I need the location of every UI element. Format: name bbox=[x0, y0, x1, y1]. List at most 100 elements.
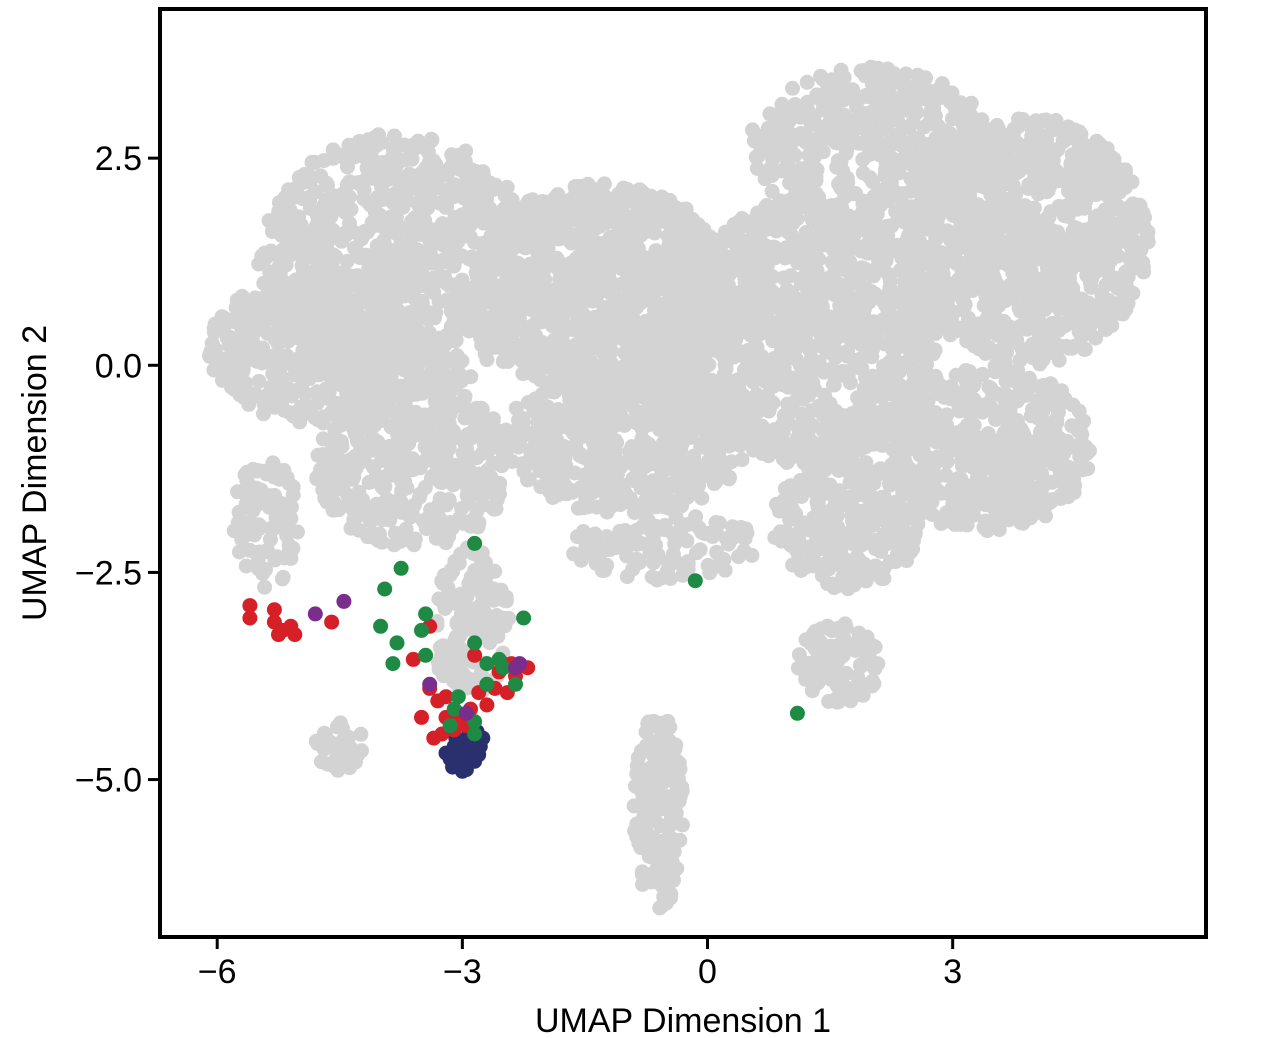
background-point bbox=[382, 512, 398, 528]
background-point bbox=[319, 191, 335, 207]
background-point bbox=[604, 275, 620, 291]
background-point bbox=[413, 173, 429, 188]
background-point bbox=[437, 522, 452, 538]
background-point bbox=[816, 331, 832, 346]
background-point bbox=[770, 209, 785, 225]
background-point bbox=[207, 341, 223, 357]
background-point bbox=[629, 407, 645, 423]
background-point bbox=[473, 403, 489, 419]
background-point bbox=[856, 306, 872, 322]
background-point bbox=[485, 411, 501, 427]
background-point bbox=[423, 133, 439, 149]
background-point bbox=[250, 463, 266, 478]
background-point bbox=[272, 378, 288, 394]
background-point bbox=[255, 348, 271, 364]
background-point bbox=[406, 360, 422, 376]
background-point bbox=[573, 257, 588, 273]
background-point bbox=[425, 172, 440, 188]
background-point bbox=[327, 422, 343, 438]
background-point bbox=[766, 351, 782, 366]
background-point bbox=[302, 357, 318, 373]
background-point bbox=[542, 479, 558, 495]
background-point bbox=[646, 332, 662, 348]
background-point bbox=[441, 441, 457, 457]
background-point bbox=[513, 221, 529, 237]
background-point bbox=[927, 342, 943, 358]
background-point bbox=[341, 137, 357, 153]
background-point bbox=[761, 403, 777, 419]
background-point bbox=[652, 484, 668, 500]
background-point bbox=[271, 273, 287, 288]
background-point bbox=[591, 324, 607, 340]
background-point bbox=[421, 312, 437, 328]
background-point bbox=[592, 218, 608, 234]
background-point bbox=[790, 419, 806, 435]
background-point bbox=[778, 326, 794, 342]
background-points-layer bbox=[202, 59, 1156, 916]
background-point bbox=[421, 154, 437, 170]
background-point bbox=[819, 232, 835, 247]
background-point bbox=[319, 382, 335, 398]
background-point bbox=[422, 375, 438, 391]
background-point bbox=[783, 450, 799, 466]
background-point bbox=[493, 281, 509, 297]
background-point bbox=[550, 230, 566, 246]
background-point bbox=[539, 339, 555, 355]
background-point bbox=[693, 365, 709, 381]
background-point bbox=[483, 469, 499, 485]
background-point bbox=[252, 520, 267, 536]
background-point bbox=[679, 463, 695, 479]
background-point bbox=[339, 404, 355, 420]
background-point bbox=[706, 406, 721, 422]
background-point bbox=[739, 306, 755, 322]
background-point bbox=[781, 220, 797, 236]
background-point bbox=[662, 407, 678, 423]
background-point bbox=[270, 347, 286, 363]
background-point bbox=[497, 233, 513, 249]
background-point bbox=[214, 309, 230, 325]
background-point bbox=[624, 383, 640, 399]
background-point bbox=[444, 318, 460, 334]
background-point bbox=[486, 249, 502, 265]
background-point bbox=[288, 272, 304, 288]
background-point bbox=[390, 331, 406, 347]
background-point bbox=[644, 345, 660, 361]
background-point bbox=[663, 450, 679, 465]
background-point bbox=[436, 366, 452, 382]
background-point bbox=[839, 229, 855, 245]
background-point bbox=[632, 472, 648, 487]
background-point bbox=[795, 321, 811, 337]
background-point bbox=[883, 282, 899, 298]
background-point bbox=[257, 579, 273, 595]
background-point bbox=[472, 487, 488, 503]
background-point bbox=[372, 263, 387, 278]
background-point bbox=[237, 515, 253, 531]
background-point bbox=[325, 452, 341, 468]
background-point bbox=[381, 212, 397, 228]
background-point bbox=[479, 285, 495, 301]
background-point bbox=[265, 456, 281, 472]
background-point bbox=[638, 279, 654, 295]
background-point bbox=[313, 168, 329, 184]
background-point bbox=[559, 409, 575, 425]
background-point bbox=[598, 417, 614, 433]
background-point bbox=[672, 223, 688, 239]
background-point bbox=[797, 247, 813, 263]
background-point bbox=[302, 201, 318, 216]
background-point bbox=[402, 181, 418, 197]
background-point bbox=[382, 247, 398, 263]
background-point bbox=[652, 274, 668, 290]
background-point bbox=[841, 427, 857, 443]
background-point bbox=[379, 293, 395, 309]
background-point bbox=[488, 501, 504, 517]
background-point bbox=[614, 260, 630, 276]
background-point bbox=[504, 209, 520, 225]
background-point bbox=[604, 475, 620, 491]
background-point bbox=[701, 453, 716, 469]
background-point bbox=[241, 307, 257, 323]
background-point bbox=[405, 451, 420, 467]
background-point bbox=[458, 228, 473, 244]
background-point bbox=[822, 272, 838, 288]
background-point bbox=[247, 499, 263, 515]
background-point bbox=[800, 357, 816, 373]
